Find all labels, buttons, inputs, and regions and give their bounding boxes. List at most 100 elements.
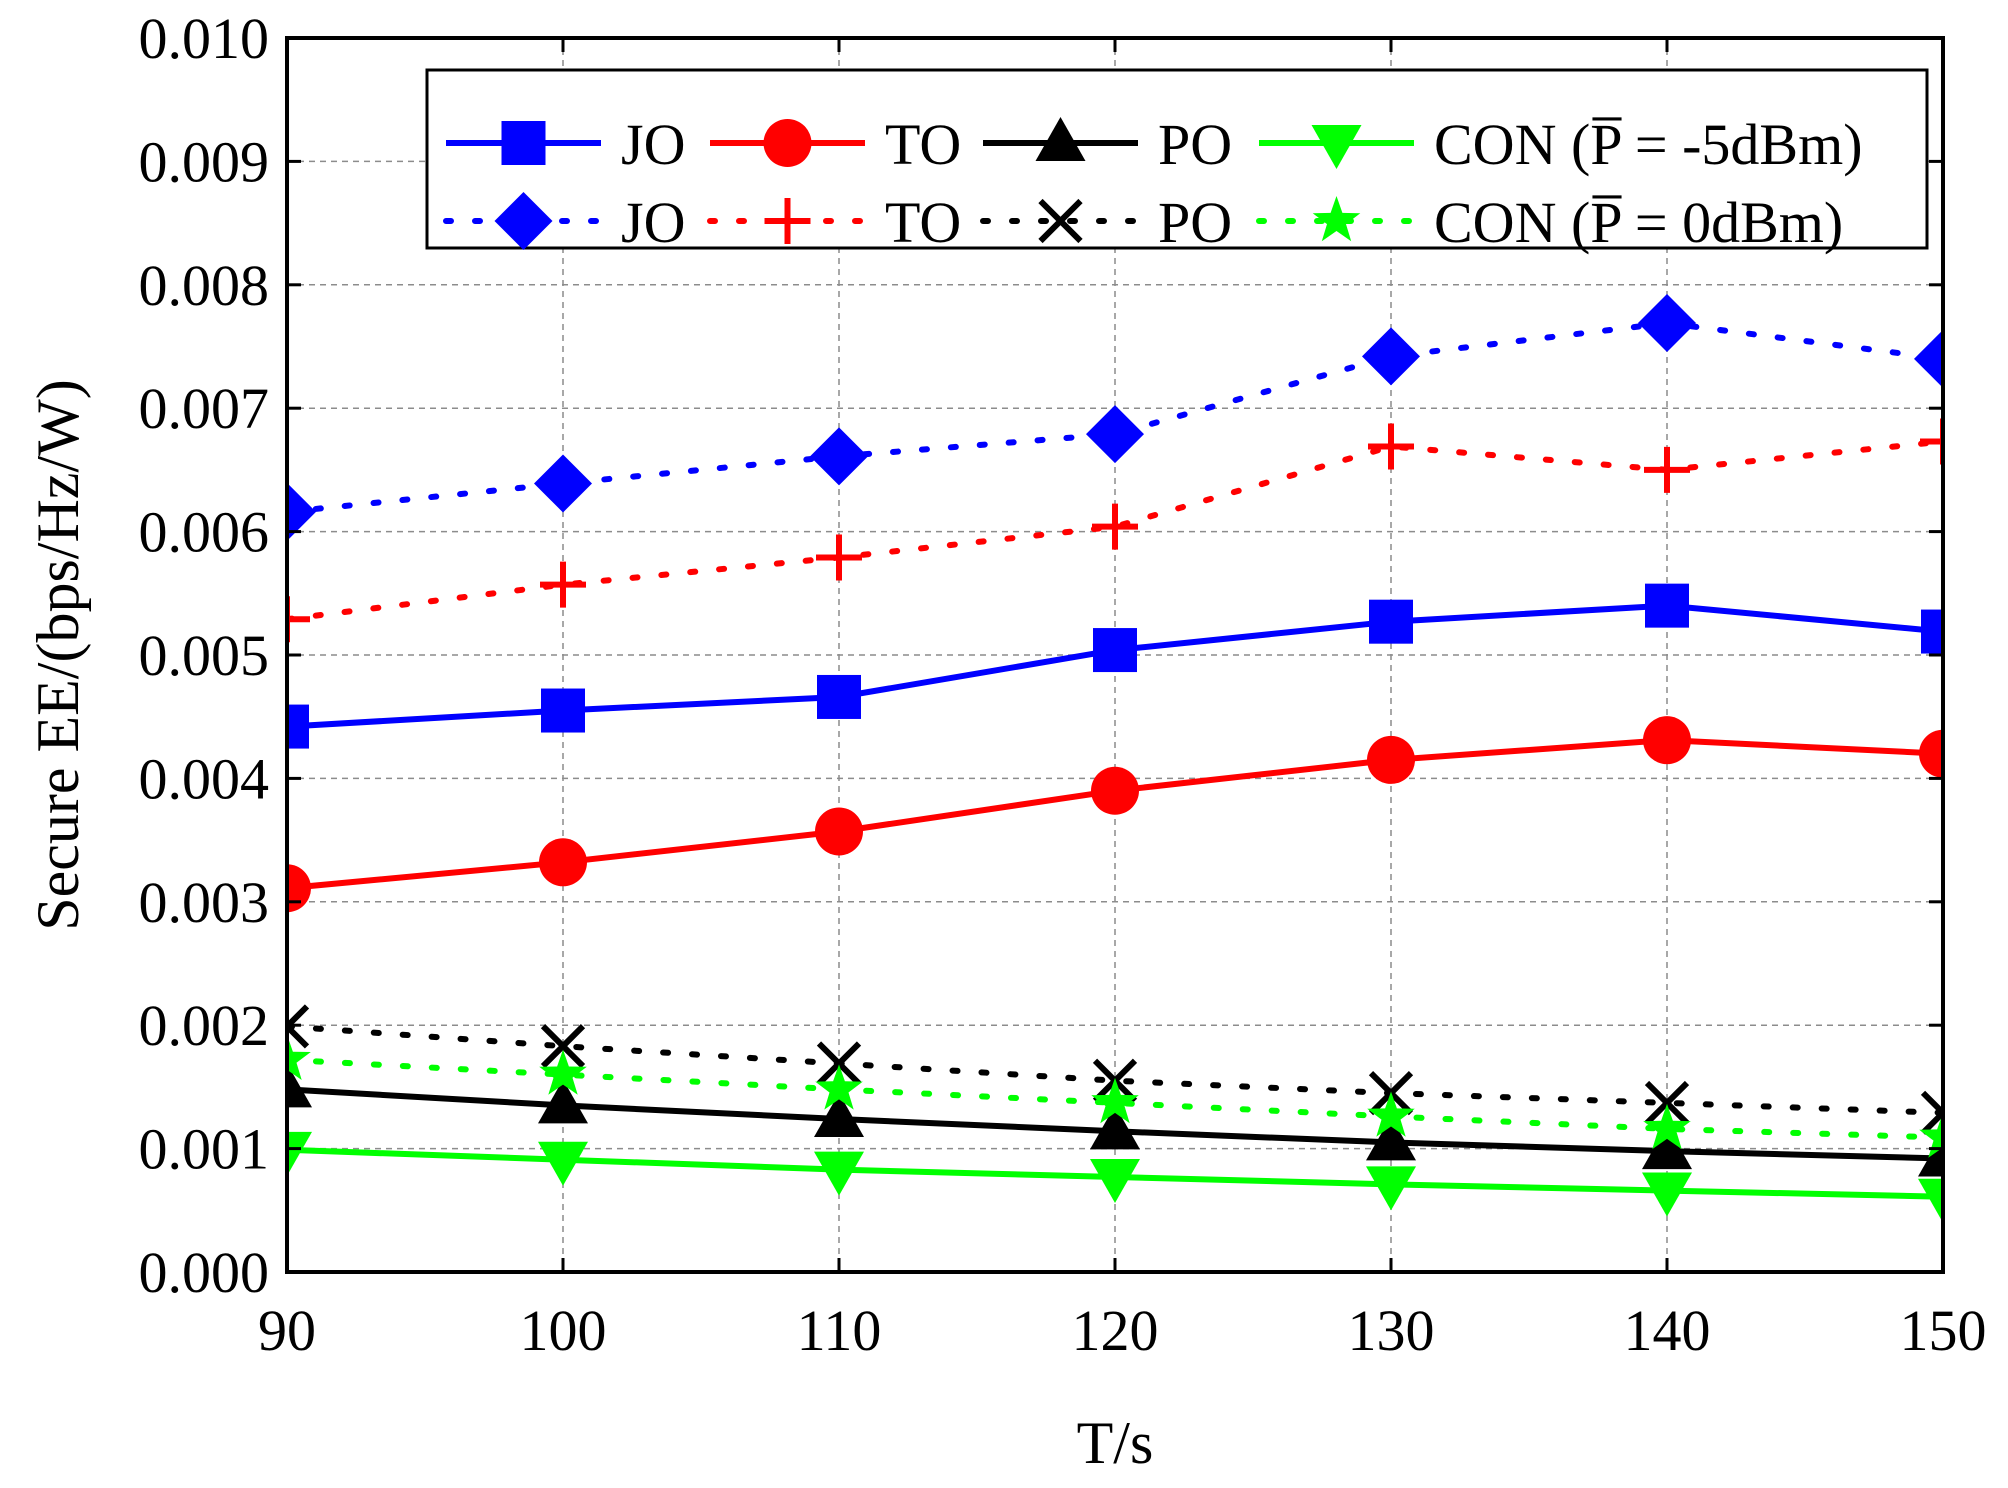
marker-diamond (1638, 294, 1696, 353)
marker-star (1367, 1091, 1415, 1137)
x-tick-label: 90 (258, 1298, 316, 1363)
marker-square (287, 704, 309, 749)
marker-circle (1643, 716, 1691, 765)
marker-triangle-down (1366, 1166, 1416, 1211)
marker-triangle-up (1366, 1116, 1416, 1161)
x-tick-label: 100 (520, 1298, 607, 1363)
marker-triangle-down (287, 1131, 312, 1176)
marker-x (540, 1024, 586, 1069)
y-tick-label: 0.001 (139, 1117, 270, 1182)
legend-item-po-0dBm: PO (980, 190, 1232, 255)
marker-triangle-up (1642, 1125, 1692, 1170)
marker-diamond (494, 192, 553, 250)
marker-star (1091, 1077, 1139, 1124)
marker-triangle-down (538, 1141, 588, 1186)
legend: JO TO PO CON (P̅ = -5dBm) JO TO PO CON (P̅ = 0d… (425, 68, 1929, 255)
marker-square (1369, 599, 1413, 644)
marker-circle (1091, 766, 1139, 815)
marker-plus (1644, 446, 1690, 493)
legend-item-jo--5dBm: JO (446, 112, 685, 177)
y-tick-label: 0.008 (139, 253, 270, 318)
legend-label: JO (621, 190, 685, 255)
marker-x (1644, 1080, 1690, 1126)
legend-label: TO (885, 190, 961, 255)
series-to--5dBm (287, 716, 1943, 913)
marker-square (1093, 628, 1137, 673)
y-tick-label: 0.007 (139, 376, 270, 441)
y-tick-label: 0.006 (139, 500, 270, 565)
marker-triangle-down (814, 1151, 864, 1196)
marker-plus (1092, 503, 1138, 550)
x-tick-label: 140 (1624, 1298, 1711, 1363)
series-to-0dBm (287, 418, 1943, 643)
marker-star (1919, 1112, 1943, 1158)
legend-item-con-0dBm: CON (P̅ = 0dBm) (1256, 190, 1843, 255)
legend-label: TO (885, 112, 961, 177)
marker-triangle-down (1311, 125, 1362, 169)
marker-triangle-up (1035, 117, 1086, 161)
legend-label: PO (1158, 112, 1232, 177)
marker-star (1643, 1103, 1691, 1150)
marker-circle (1919, 729, 1943, 778)
marker-triangle-up (538, 1079, 588, 1124)
marker-x (287, 1004, 310, 1049)
legend-box (425, 68, 1929, 250)
marker-square (1645, 583, 1689, 628)
series-con--5dBm (287, 1131, 1943, 1223)
marker-triangle-up (1090, 1105, 1140, 1150)
y-axis-title: Secure EE/(bps/Hz/W) (25, 379, 91, 930)
marker-diamond (1362, 327, 1420, 386)
series-con-0dBm (287, 1034, 1943, 1158)
marker-diamond (1086, 405, 1144, 464)
y-tick-label: 0.003 (139, 870, 270, 935)
series-po--5dBm (287, 1063, 1943, 1177)
marker-triangle-down (1090, 1158, 1140, 1203)
legend-item-to-0dBm: TO (707, 190, 961, 255)
series-jo--5dBm (287, 583, 1943, 749)
legend-item-con--5dBm: CON (P̅ = -5dBm) (1259, 112, 1863, 177)
legend-label: JO (621, 112, 685, 177)
marker-circle (1367, 735, 1415, 784)
y-tick-label: 0.009 (139, 129, 270, 194)
marker-plus (816, 534, 862, 581)
marker-star (1312, 196, 1361, 242)
marker-diamond (534, 454, 592, 513)
marker-square (1921, 609, 1943, 654)
marker-plus (1368, 423, 1414, 470)
marker-x (1038, 198, 1083, 244)
ticks: 90 100 110 120 130 140 150 0.000 0.001 0.002 0.003… (139, 6, 1987, 1363)
marker-diamond (1914, 329, 1943, 388)
legend-item-to--5dBm: TO (710, 112, 961, 177)
marker-x (1920, 1090, 1943, 1135)
x-axis-title: T/s (1077, 1410, 1154, 1476)
legend-label: PO (1158, 190, 1232, 255)
legend-label: CON (P̅ = 0dBm) (1434, 190, 1843, 255)
y-tick-label: 0.005 (139, 623, 270, 688)
marker-circle (287, 864, 311, 913)
x-tick-label: 120 (1072, 1298, 1159, 1363)
x-tick-label: 110 (797, 1298, 882, 1363)
marker-star (815, 1064, 863, 1110)
marker-diamond (810, 427, 868, 486)
marker-triangle-down (1918, 1178, 1943, 1223)
legend-label: CON (P̅ = -5dBm) (1434, 112, 1863, 177)
series-po-0dBm (287, 1004, 1943, 1135)
x-tick-label: 130 (1348, 1298, 1435, 1363)
series-jo-0dBm (287, 294, 1943, 541)
legend-item-po--5dBm: PO (983, 112, 1232, 177)
marker-x (816, 1041, 862, 1086)
marker-plus (764, 198, 811, 244)
x-tick-label: 150 (1900, 1298, 1987, 1363)
series-layer (287, 294, 1943, 1223)
marker-square (817, 674, 861, 719)
marker-triangle-down (1642, 1172, 1692, 1217)
marker-circle (539, 838, 587, 887)
legend-item-jo-0dBm: JO (443, 190, 685, 255)
y-tick-label: 0.010 (139, 6, 270, 71)
marker-diamond (287, 482, 316, 541)
marker-square (541, 688, 585, 733)
marker-plus (540, 561, 586, 608)
marker-plus (1920, 418, 1943, 465)
